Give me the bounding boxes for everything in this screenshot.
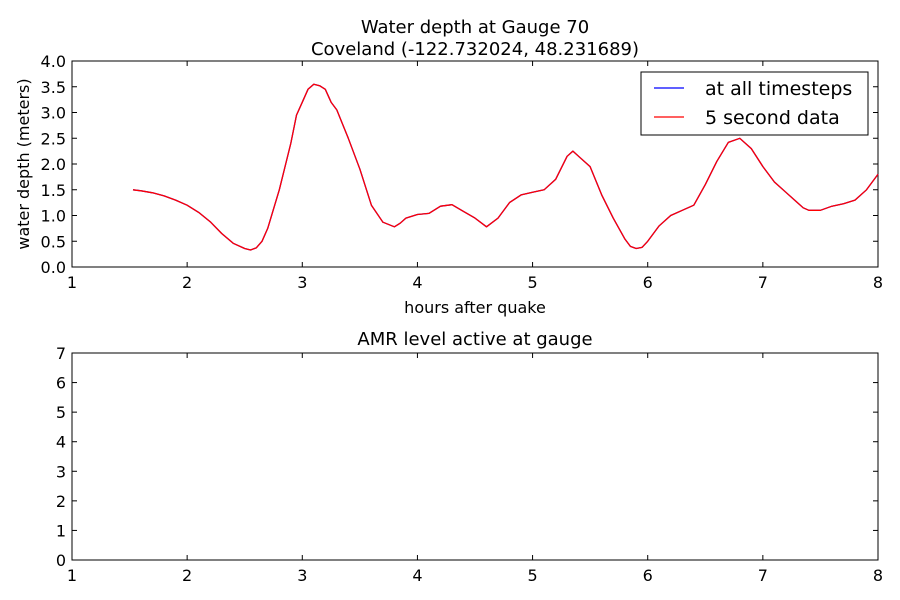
y-tick-label: 1.0	[41, 207, 66, 226]
legend-label-5-second-data: 5 second data	[705, 107, 840, 129]
y-tick-label: 4	[56, 433, 66, 452]
series-lines	[132, 83, 879, 251]
x-tick-label: 7	[758, 273, 768, 292]
y-tick-label: 0.0	[41, 258, 66, 277]
y-tick-label: 3.0	[41, 104, 66, 123]
y-axis-ticks: 0 1 2 3 4 5 6 7	[56, 344, 878, 570]
legend-box	[640, 71, 869, 136]
x-tick-label: 5	[527, 273, 537, 292]
chart-title: Water depth at Gauge 70	[361, 17, 589, 38]
x-tick-label: 6	[643, 566, 653, 585]
x-tick-label: 4	[412, 273, 422, 292]
x-tick-label: 6	[643, 273, 653, 292]
y-tick-label: 2.0	[41, 155, 66, 174]
x-tick-label: 3	[297, 273, 307, 292]
x-tick-label: 8	[873, 566, 883, 585]
legend-label-all-timesteps: at all timesteps	[705, 78, 852, 100]
chart-title: AMR level active at gauge	[357, 329, 592, 350]
y-tick-label: 3	[56, 462, 66, 481]
y-tick-label: 5	[56, 403, 66, 422]
x-tick-label: 7	[758, 566, 768, 585]
y-tick-label: 2	[56, 492, 66, 511]
x-tick-label: 4	[412, 566, 422, 585]
x-tick-label: 2	[182, 273, 192, 292]
legend: at all timesteps 5 second data	[640, 71, 869, 136]
y-tick-label: 7	[56, 344, 66, 363]
x-axis-label: hours after quake	[404, 298, 546, 317]
chart-subtitle: Coveland (-122.732024, 48.231689)	[311, 39, 639, 60]
y-tick-label: 6	[56, 374, 66, 393]
water-depth-chart: Water depth at Gauge 70 Coveland (-122.7…	[14, 17, 883, 317]
plot-area	[71, 352, 879, 561]
x-tick-label: 1	[67, 273, 77, 292]
y-tick-label: 4.0	[41, 52, 66, 71]
y-tick-label: 3.5	[41, 78, 66, 97]
y-axis-ticks: 0.0 0.5 1.0 1.5 2.0 2.5 3.0 3.5 4.0	[41, 52, 878, 277]
y-tick-label: 0.5	[41, 232, 66, 251]
y-tick-label: 1.5	[41, 181, 66, 200]
x-tick-label: 8	[873, 273, 883, 292]
x-axis-ticks: 1 2 3 4 5 6 7 8	[67, 61, 883, 292]
y-tick-label: 2.5	[41, 129, 66, 148]
y-tick-label: 0	[56, 551, 66, 570]
y-axis-label: water depth (meters)	[14, 78, 33, 249]
x-tick-label: 2	[182, 566, 192, 585]
series-line-5-second-data	[132, 83, 879, 251]
y-tick-label: 1	[56, 521, 66, 540]
x-tick-label: 5	[527, 566, 537, 585]
x-axis-ticks: 1 2 3 4 5 6 7 8	[67, 353, 883, 585]
x-tick-label: 1	[67, 566, 77, 585]
x-tick-label: 3	[297, 566, 307, 585]
